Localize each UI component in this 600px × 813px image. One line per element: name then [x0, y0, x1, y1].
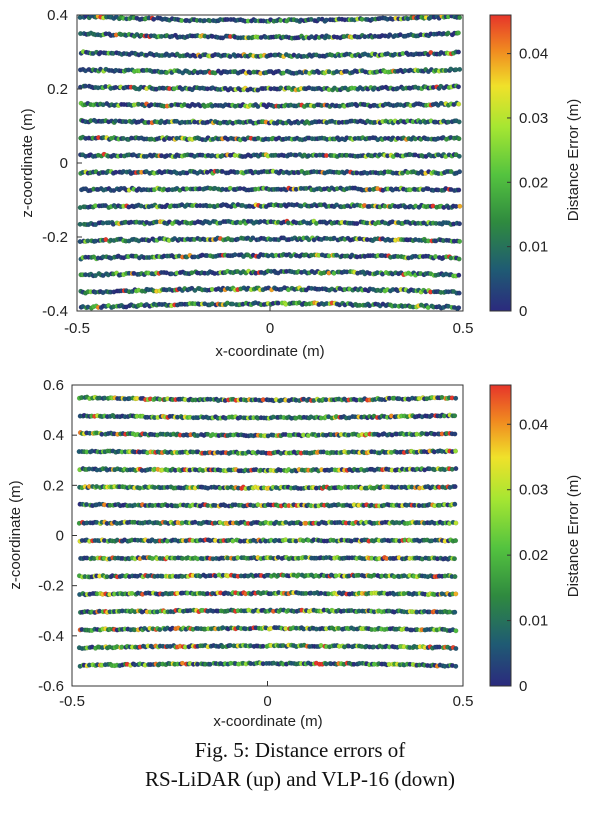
data-point [453, 591, 459, 597]
data-point [456, 272, 462, 278]
colorbar-tick-label: 0.02 [519, 174, 548, 191]
y-tick-label: 0.2 [47, 81, 68, 98]
y-axis-label-1: z-coordinate (m) [19, 108, 36, 217]
data-point [453, 538, 459, 544]
colorbar-tick-label: 0.04 [519, 46, 548, 63]
data-point [452, 484, 458, 490]
data-point [453, 520, 459, 526]
data-point [448, 169, 454, 175]
scatter-points-2 [76, 394, 459, 669]
data-point [453, 628, 459, 634]
data-point [456, 84, 462, 90]
data-point [146, 238, 152, 244]
data-point [452, 501, 458, 507]
data-point [227, 54, 233, 60]
data-point [457, 66, 463, 72]
colorbar-label-1: Distance Error (m) [565, 99, 582, 222]
data-point [92, 273, 98, 279]
data-point [354, 221, 360, 227]
data-point [331, 235, 337, 241]
data-point [387, 32, 393, 38]
x-tick-label: -0.5 [64, 320, 90, 337]
data-point [456, 136, 462, 142]
data-point [250, 235, 256, 241]
data-point [192, 287, 198, 293]
data-point [456, 290, 462, 296]
colorbar-1 [489, 14, 512, 312]
data-point [456, 256, 462, 262]
data-point [456, 49, 462, 55]
plot-frame-2 [71, 384, 464, 687]
data-point [129, 590, 135, 596]
data-point [457, 238, 463, 244]
scatter-points-1 [77, 15, 463, 311]
data-point [452, 556, 458, 562]
data-point [453, 448, 459, 454]
y-tick-label: 0.4 [47, 7, 68, 24]
data-point [457, 169, 463, 175]
colorbar-tick-label: 0 [519, 303, 527, 320]
x-tick-label: 0.5 [453, 320, 474, 337]
x-tick-label: 0 [266, 320, 274, 337]
data-point [455, 30, 461, 36]
colorbar-tick-label: 0.01 [519, 239, 548, 256]
chart-rs-lidar: -0.5 0 0.5 0.4 0.2 0 -0.2 -0.4 x-coordinate (m… [19, 7, 582, 360]
data-point [305, 433, 311, 439]
chart-vlp-16: -0.5 0 0.5 0.60.40.20-0.2-0.4-0.6 x-coordi… [7, 377, 582, 730]
data-point [456, 119, 462, 125]
data-point [255, 103, 261, 109]
plot-frame-1 [76, 14, 464, 312]
data-point [456, 187, 462, 193]
data-point [280, 70, 286, 76]
data-point [452, 431, 458, 437]
data-point [456, 153, 462, 159]
data-point [452, 574, 458, 580]
data-point [457, 203, 463, 209]
data-point [453, 466, 459, 472]
colorbar-tick-label: 0.03 [519, 110, 548, 127]
data-point [452, 609, 458, 615]
y-tick-label: 0 [60, 155, 68, 172]
y-tick-label: -0.4 [42, 303, 68, 320]
data-point [456, 101, 462, 107]
data-point [453, 646, 459, 652]
data-point [456, 305, 462, 311]
data-point [453, 395, 459, 401]
data-point [457, 221, 463, 227]
x-ticks-1: -0.5 0 0.5 [64, 306, 473, 337]
data-point [452, 413, 458, 419]
y-tick-label: -0.2 [42, 229, 68, 246]
x-axis-label-1: x-coordinate (m) [215, 343, 324, 360]
data-point [445, 30, 451, 36]
y-ticks-1: 0.4 0.2 0 -0.2 -0.4 [42, 7, 82, 320]
colorbar-ticks-1: 0.04 0.03 0.02 0.01 0 [507, 46, 548, 320]
data-point [457, 15, 463, 20]
